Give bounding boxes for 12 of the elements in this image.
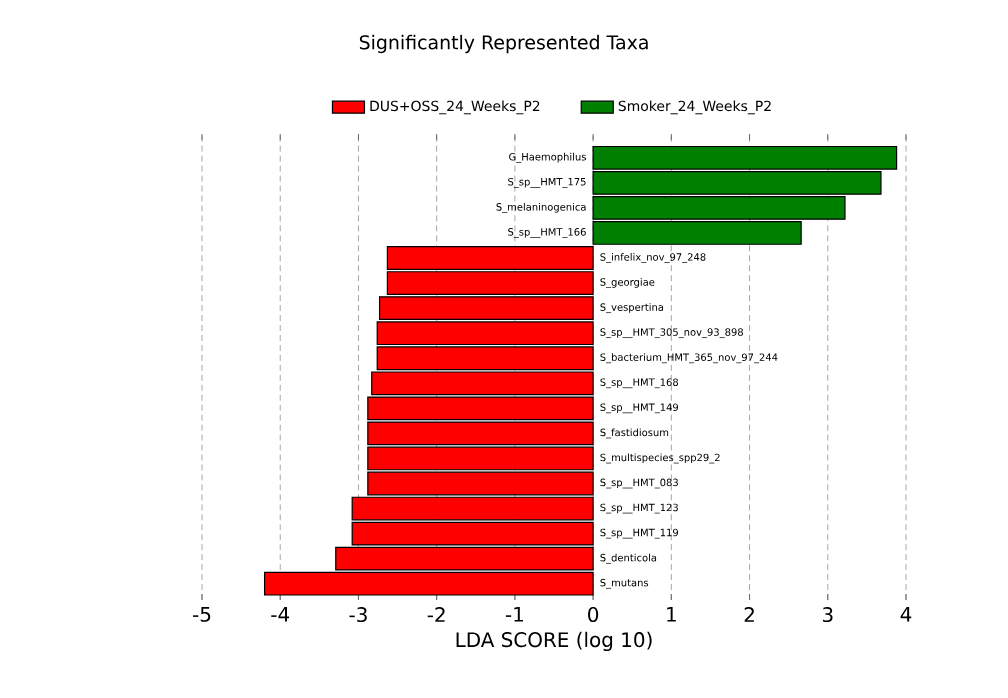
x-tick-label: 1 — [667, 607, 676, 622]
x-tick-label: -1 — [505, 607, 523, 622]
x-axis-title: LDA SCORE (log 10) — [456, 631, 652, 652]
x-tick-label: -2 — [427, 607, 445, 622]
x-tick-label: -3 — [349, 607, 367, 623]
x-tick-label: -4 — [271, 607, 290, 622]
x-tick-label: 3 — [822, 607, 833, 623]
chart-title: Significantly Represented Taxa — [359, 34, 648, 54]
x-tick-label: 4 — [900, 607, 912, 622]
x-tick-label: -5 — [193, 607, 211, 622]
x-tick-label: 0 — [588, 607, 599, 623]
x-tick-label: 2 — [744, 607, 754, 622]
